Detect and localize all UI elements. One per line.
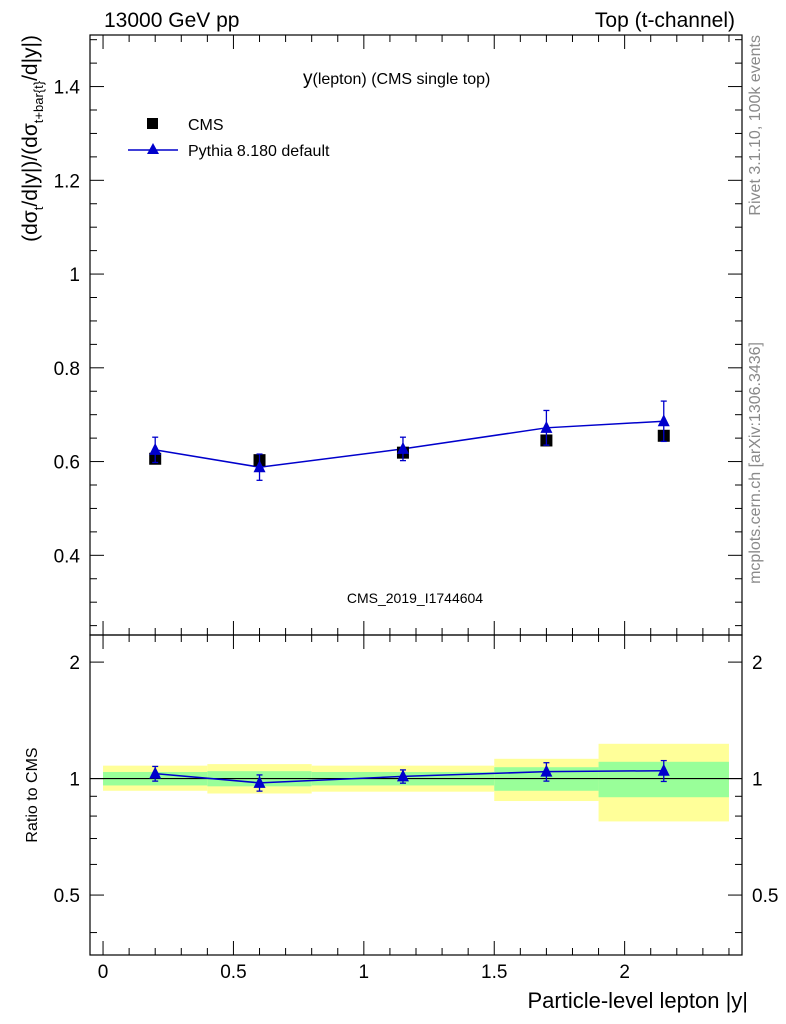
title-main: y (303, 68, 313, 89)
y-tick-label: 1.4 (54, 78, 81, 99)
title-sub: (lepton) (CMS single top) (313, 71, 491, 88)
ratio-mc-point (253, 775, 266, 788)
x-tick-label: 1.5 (481, 962, 507, 983)
energy-label: 13000 GeV pp (104, 9, 239, 32)
main-panel: y(lepton) (CMS single top) (dσt/d|y|)/(dσ… (19, 34, 743, 636)
x-tick-label: 1 (359, 962, 370, 983)
rivet-label: Rivet 3.1.10, 100k events (747, 35, 764, 216)
mc-series-line (155, 420, 664, 468)
mc-point (657, 414, 670, 427)
y-tick-label: 1 (69, 265, 80, 286)
ratio-mc-point (540, 764, 553, 777)
x-axis-label: Particle-level lepton |y| (527, 988, 748, 1013)
ratio-mc-point (149, 766, 162, 779)
y-tick-label: 0.8 (54, 359, 80, 380)
ratio-mc-point (396, 769, 409, 782)
mc-point (540, 420, 553, 433)
y-label-part: /d|y|) (19, 35, 42, 81)
legend-mc-marker (147, 143, 159, 154)
ratio-y-tick-label-right: 2 (752, 653, 763, 674)
ratio-y-tick-label-right: 0.5 (752, 886, 778, 907)
mc-point (149, 442, 162, 455)
x-tick-label: 0 (98, 962, 109, 983)
y-label-part: t (31, 206, 46, 210)
ratio-frame (89, 634, 743, 956)
y-tick-label: 0.6 (54, 453, 80, 474)
ratio-mc-point (657, 763, 670, 776)
ratio-y-tick-label: 1 (69, 770, 80, 791)
ratio-panel: 0.5 0.5 1 1 2 2 0 0.5 1 1.5 2 Ratio to CMS Particle-… (24, 634, 778, 1013)
x-tick-label: 2 (619, 962, 630, 983)
legend-cms-label: CMS (188, 117, 224, 134)
y-tick-label: 0.4 (54, 546, 81, 567)
ratio-y-tick-label: 2 (69, 653, 80, 674)
main-y-axis-label: (dσt/d|y|)/(dσt+bar{t}/d|y|) (19, 35, 46, 242)
mc-point (396, 441, 409, 454)
y-tick-label: 1.2 (54, 171, 80, 192)
x-tick-label: 0.5 (220, 962, 246, 983)
mcplots-label: mcplots.cern.ch [arXiv:1306.3436] (747, 342, 764, 584)
legend-cms-marker (147, 118, 158, 129)
legend-mc-label: Pythia 8.180 default (188, 143, 330, 160)
ratio-y-tick-label: 0.5 (54, 886, 80, 907)
y-label-part: (dσ (19, 210, 42, 242)
ratio-y-axis-label: Ratio to CMS (24, 747, 41, 842)
ratio-y-tick-label-right: 1 (752, 770, 763, 791)
main-title: y(lepton) (CMS single top) (303, 68, 490, 89)
mc-point (253, 460, 266, 473)
process-label: Top (t-channel) (595, 9, 735, 32)
y-label-part: t+bar{t} (31, 80, 46, 123)
y-label-part: /d|y|)/(dσ (19, 123, 42, 206)
watermark-label: CMS_2019_I1744604 (347, 590, 483, 606)
